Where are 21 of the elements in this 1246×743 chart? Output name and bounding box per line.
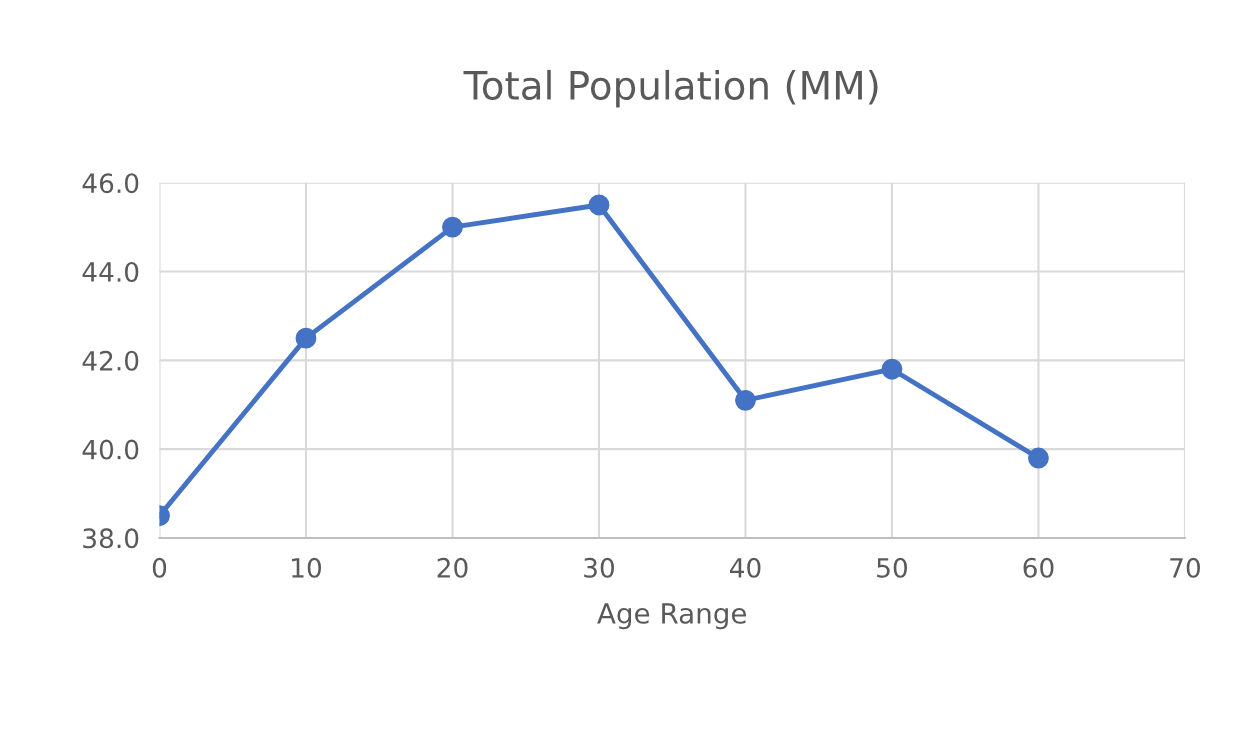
point (442, 216, 463, 238)
x-tick-label: 30 (584, 557, 615, 578)
x-tick-label: 40 (729, 557, 761, 578)
x-tick-label: 10 (292, 557, 322, 578)
x-axis-title: Age Range (597, 603, 747, 630)
point (588, 194, 610, 216)
y-tick-label: 42.0 (82, 350, 139, 371)
x-tick-label: 0 (152, 557, 167, 578)
point (295, 327, 317, 349)
y-tick-label: 46.0 (82, 173, 139, 194)
point (735, 389, 756, 411)
x-tick-label: 20 (437, 557, 468, 578)
y-tick-label: 40.0 (82, 439, 139, 460)
x-tick-label: 60 (1023, 557, 1054, 578)
chart-title: Total Population (MM) (463, 69, 878, 108)
x-tick-label: 70 (1170, 557, 1200, 578)
point (1028, 447, 1049, 469)
point (881, 358, 903, 380)
y-tick-label: 44.0 (82, 262, 139, 282)
x-tick-label: 50 (877, 557, 907, 578)
y-tick-label: 38.0 (83, 528, 139, 549)
